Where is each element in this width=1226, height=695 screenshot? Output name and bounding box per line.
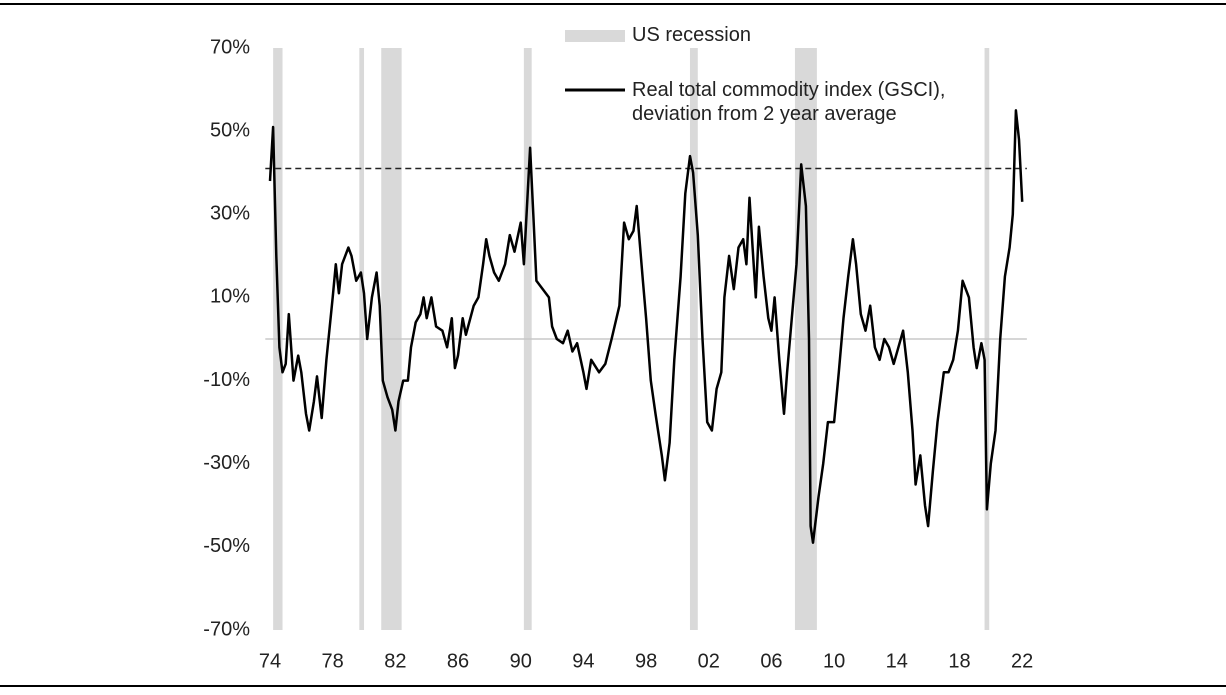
x-tick-label: 10 — [823, 650, 845, 672]
y-tick-label: 70% — [210, 36, 250, 58]
x-tick-label: 02 — [698, 650, 720, 672]
x-tick-label: 98 — [635, 650, 657, 672]
x-tick-label: 14 — [886, 650, 908, 672]
legend-recession-label: US recession — [632, 24, 751, 46]
legend-series-label: Real total commodity index (GSCI), devia… — [632, 79, 946, 125]
x-tick-label: 82 — [384, 650, 406, 672]
y-tick-label: 30% — [210, 203, 250, 225]
x-tick-label: 94 — [572, 650, 594, 672]
y-tick-label: -10% — [203, 369, 250, 391]
y-tick-label: -30% — [203, 452, 250, 474]
y-tick-label: 10% — [210, 286, 250, 308]
y-tick-label: -70% — [203, 618, 250, 640]
x-tick-label: 06 — [760, 650, 782, 672]
x-tick-label: 74 — [259, 650, 281, 672]
x-tick-label: 86 — [447, 650, 469, 672]
series-line — [268, 109, 1024, 544]
y-tick-label: -50% — [203, 535, 250, 557]
legend-recession-swatch — [565, 30, 625, 42]
y-tick-label: 50% — [210, 119, 250, 141]
x-tick-label: 22 — [1011, 650, 1033, 672]
x-tick-label: 18 — [948, 650, 970, 672]
x-tick-label: 90 — [510, 650, 532, 672]
x-tick-label: 78 — [322, 650, 344, 672]
